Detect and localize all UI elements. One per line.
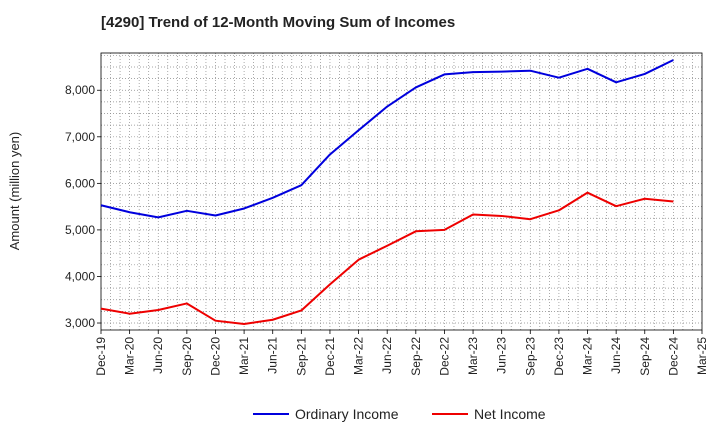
x-tick-label: Dec-24	[666, 337, 680, 376]
y-axis-label: Amount (million yen)	[7, 132, 22, 251]
x-tick-label: Dec-22	[437, 337, 451, 376]
x-tick-label: Sep-24	[638, 337, 652, 376]
legend-label: Ordinary Income	[295, 406, 399, 422]
y-tick-label: 8,000	[65, 83, 95, 97]
y-tick-label: 3,000	[65, 316, 95, 330]
x-tick-label: Dec-20	[208, 337, 222, 376]
x-tick-label: Jun-21	[266, 337, 280, 374]
x-tick-label: Sep-20	[180, 337, 194, 376]
x-tick-label: Mar-25	[695, 337, 709, 375]
x-tick-label: Mar-23	[466, 337, 480, 375]
chart-title: [4290] Trend of 12-Month Moving Sum of I…	[101, 14, 456, 31]
y-tick-label: 4,000	[65, 269, 95, 283]
legend-label: Net Income	[474, 406, 546, 422]
x-tick-label: Jun-24	[609, 337, 623, 374]
y-axis-ticks: 3,000 4,000 5,000 6,000 7,000 8,000	[65, 83, 101, 330]
y-tick-label: 5,000	[65, 223, 95, 237]
x-tick-label: Jun-20	[151, 337, 165, 374]
x-tick-label: Dec-21	[323, 337, 337, 376]
y-tick-label: 7,000	[65, 130, 95, 144]
x-axis-ticks: Dec-19 Mar-20 Jun-20 Sep-20 Dec-20 Mar-21 Jun-…	[94, 330, 709, 376]
x-tick-label: Sep-23	[523, 337, 537, 376]
x-tick-label: Jun-22	[380, 337, 394, 374]
legend: Ordinary Income Net Income	[253, 406, 546, 422]
series-line-net-income	[100, 191, 674, 325]
x-tick-label: Mar-21	[237, 337, 251, 375]
x-tick-label: Mar-24	[581, 337, 595, 375]
series-line-ordinary-income	[100, 59, 674, 219]
grid	[101, 53, 702, 330]
x-tick-label: Dec-23	[552, 337, 566, 376]
x-tick-label: Mar-20	[123, 337, 137, 375]
x-tick-label: Jun-23	[495, 337, 509, 374]
x-tick-label: Sep-22	[409, 337, 423, 376]
x-tick-label: Mar-22	[352, 337, 366, 375]
x-tick-label: Sep-21	[294, 337, 308, 376]
x-tick-label: Dec-19	[94, 337, 108, 376]
y-tick-label: 6,000	[65, 176, 95, 190]
series-lines	[100, 59, 674, 325]
plot-frame	[100, 52, 703, 331]
